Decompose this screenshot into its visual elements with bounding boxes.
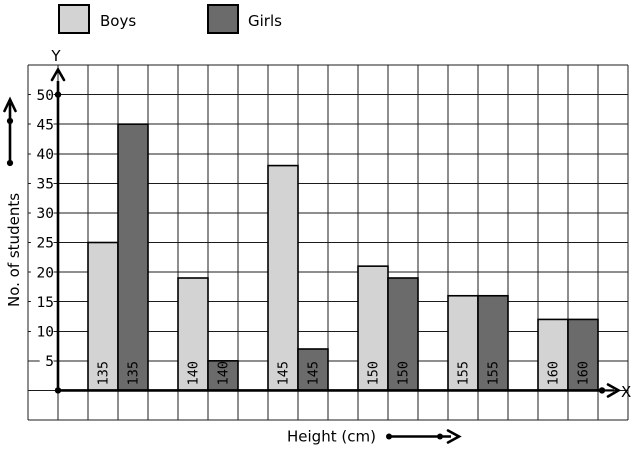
ytick-bg: [30, 115, 54, 133]
x-axis-title: Height (cm): [287, 428, 376, 446]
bar-girls-145: [297, 348, 329, 392]
bar-label-girls-155: 155: [486, 361, 502, 385]
ytick-label-10: 10: [37, 324, 54, 340]
bar-label-boys-160: 160: [546, 361, 562, 385]
axes: [50, 66, 622, 398]
y-direction-arrow: [3, 96, 17, 167]
legend-swatch-boys: [58, 4, 90, 34]
y-axis-arrowhead-icon: [50, 66, 66, 82]
x-direction-arrow-head: [446, 429, 462, 444]
legend-swatch-girls: [207, 4, 239, 34]
y-direction-arrow-dot: [6, 117, 14, 125]
y-tick-labels: 5 10 15 20 25 30 35 40 45 50: [30, 86, 54, 370]
x-direction-arrow-dot: [386, 433, 392, 440]
legend-label-boys: Boys: [100, 12, 136, 30]
bar-label-boys-145: 145: [276, 361, 292, 385]
bar-girls-155: [477, 294, 509, 392]
ytick-bg: [30, 204, 54, 222]
x-axis-end-dot: [598, 387, 606, 394]
ytick-label-50: 50: [37, 88, 54, 104]
ytick-bg: [30, 234, 54, 251]
ytick-label-45: 45: [37, 117, 54, 133]
bar-label-girls-135: 135: [126, 361, 142, 385]
bar-boys-150: [357, 265, 389, 392]
bar-label-girls-145: 145: [306, 361, 322, 385]
bar-boys-135: [87, 241, 119, 392]
x-direction-arrow-dot: [437, 433, 443, 440]
bar-boys-160: [537, 318, 569, 392]
ytick-label-30: 30: [37, 206, 54, 222]
bar-label-girls-160: 160: [576, 361, 592, 385]
ytick-bg: [30, 174, 54, 192]
bar-label-boys-155: 155: [456, 361, 472, 385]
ytick-bg: [30, 293, 54, 311]
bar-label-boys-135: 135: [96, 361, 112, 385]
ytick-bg: [30, 145, 54, 163]
bar-label-boys-140: 140: [186, 361, 202, 385]
legend-label-girls: Girls: [248, 12, 282, 30]
ytick-label-25: 25: [37, 236, 54, 252]
bar-boys-140: [177, 277, 209, 392]
bar-label-girls-150: 150: [396, 361, 412, 385]
bar-label-girls-140: 140: [216, 361, 232, 385]
y-axis-50-dot: [54, 91, 62, 98]
bar-label-boys-150: 150: [366, 361, 382, 385]
ytick-bg: [30, 86, 54, 104]
origin-dot: [54, 387, 62, 394]
y-direction-arrow-dot: [6, 159, 14, 167]
bar-girls-135: [117, 123, 149, 392]
ytick-label-5: 5: [45, 354, 54, 370]
x-axis-letter: X: [621, 383, 631, 401]
ytick-label-40: 40: [37, 147, 54, 163]
ytick-bg: [30, 263, 54, 281]
ytick-label-35: 35: [37, 177, 54, 193]
ytick-bg: [30, 322, 54, 340]
bars: 135 135 140 140 145 145 150 150 155 155 160 160: [87, 123, 599, 392]
bar-boys-145: [267, 164, 299, 392]
x-axis-arrowhead-icon: [606, 383, 622, 398]
y-axis-letter: Y: [50, 47, 61, 65]
ytick-bg: [39, 352, 54, 370]
ytick-label-15: 15: [37, 295, 54, 311]
y-direction-arrow-head: [3, 96, 17, 113]
legend: Boys Girls: [58, 4, 282, 34]
ytick-label-20: 20: [37, 265, 54, 281]
y-axis-title: No. of students: [5, 193, 23, 307]
x-direction-arrow: [386, 429, 462, 444]
